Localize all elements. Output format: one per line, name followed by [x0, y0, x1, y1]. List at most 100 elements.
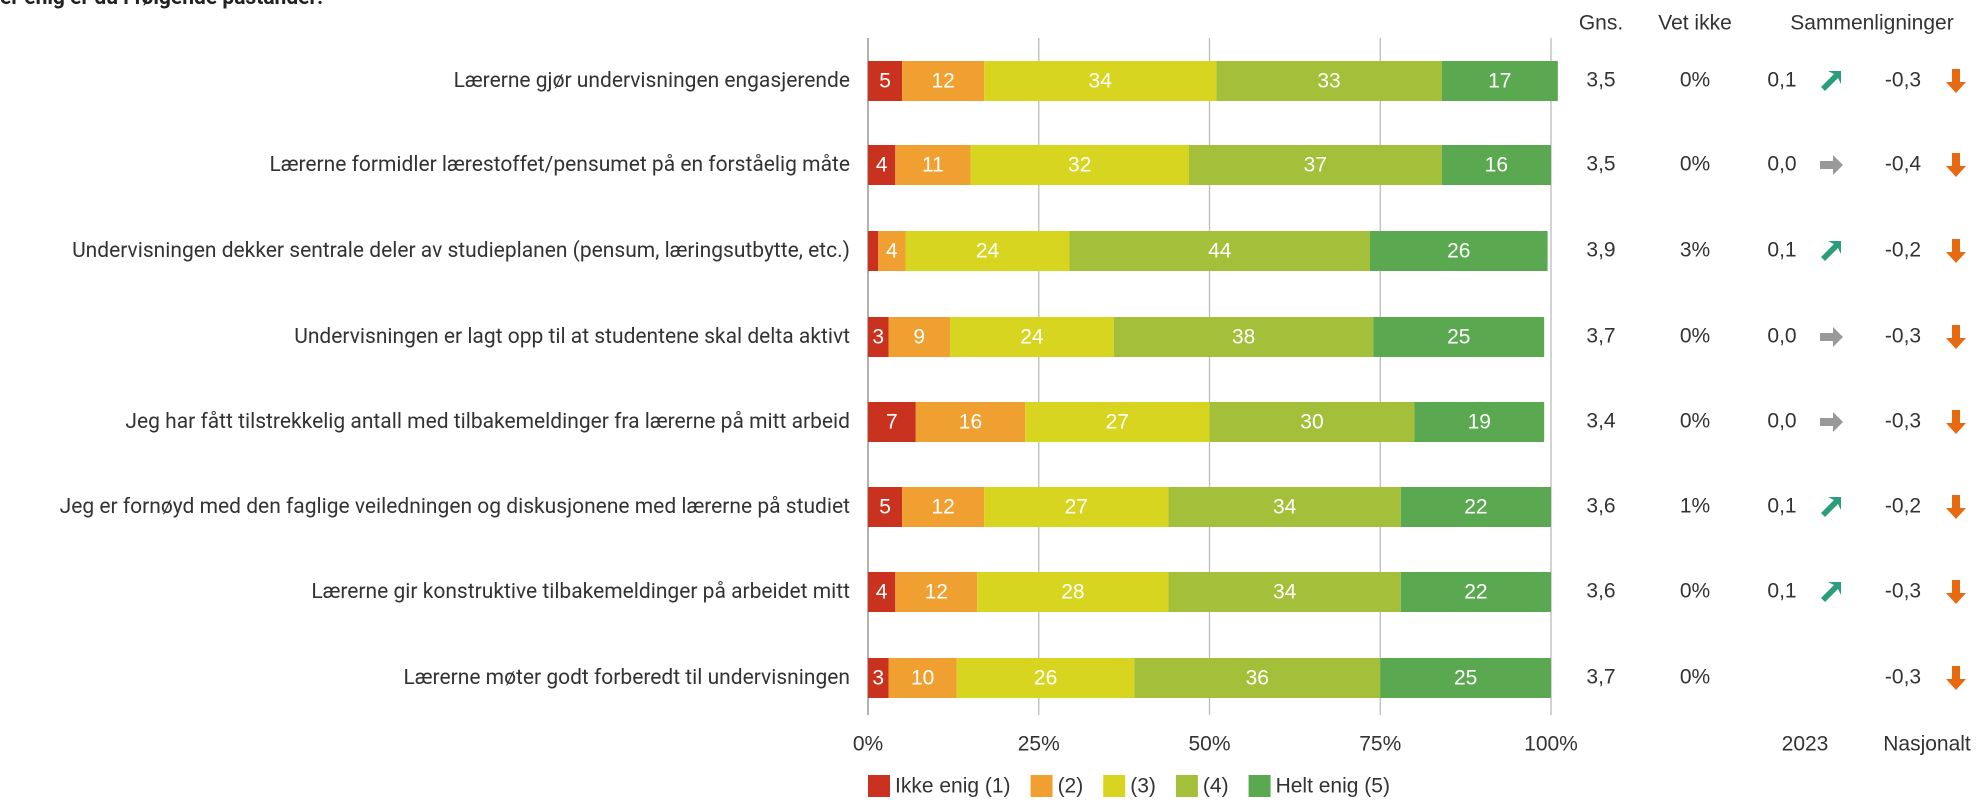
bar-segment [1216, 61, 1442, 101]
bar-segment [905, 231, 1070, 271]
trend-arrow [1820, 155, 1843, 175]
bar-segment [902, 487, 985, 527]
bar-segment [895, 145, 971, 185]
year-diff: 0,1 [1767, 69, 1796, 92]
bar-segment [1400, 487, 1551, 527]
bar-segment [1069, 231, 1371, 271]
bar-segment [868, 317, 889, 357]
year-diff: 0,0 [1767, 153, 1796, 176]
year-diff: 0,1 [1767, 239, 1796, 262]
category-label: Jeg har fått tilstrekkelig antall med ti… [125, 410, 850, 434]
data-label: 34 [1273, 496, 1297, 519]
year-diff: 0,1 [1767, 580, 1796, 603]
national-diff: -0,3 [1885, 666, 1921, 689]
data-label: 22 [1464, 496, 1487, 519]
legend-swatch [868, 775, 890, 797]
legend-swatch [1103, 775, 1126, 797]
bar-segment [956, 658, 1135, 698]
data-label: 16 [1485, 154, 1508, 177]
trend-arrow [1821, 71, 1841, 91]
data-label: 26 [1034, 667, 1057, 690]
bar-segment [895, 572, 978, 612]
mean-value: 3,5 [1586, 69, 1615, 92]
year-diff: 0,0 [1767, 410, 1796, 433]
bar-segment [984, 487, 1169, 527]
bar-segment [868, 487, 903, 527]
unknown-value: 0% [1680, 69, 1710, 92]
bar-segment [949, 317, 1114, 357]
trend-arrow [1821, 241, 1841, 261]
category-label: Lærerne formidler lærestoffet/pensumet p… [269, 153, 850, 177]
bar-segment [868, 145, 896, 185]
trend-arrow [1946, 666, 1966, 690]
x-tick-label: 0% [853, 733, 883, 756]
legend-label: (4) [1203, 775, 1229, 798]
data-label: 34 [1273, 581, 1297, 604]
trend-arrow [1946, 69, 1966, 93]
category-label: Jeg er fornøyd med den faglige veilednin… [59, 495, 850, 519]
data-label: 27 [1065, 496, 1088, 519]
legend-swatch [1030, 775, 1053, 797]
data-label: 44 [1208, 240, 1232, 263]
bar-segment [868, 61, 903, 101]
data-label: 12 [931, 70, 954, 93]
year-diff: 0,0 [1767, 325, 1796, 348]
data-label: 12 [931, 496, 954, 519]
x-tick-label: 100% [1524, 733, 1578, 756]
mean-value: 3,5 [1586, 153, 1615, 176]
unknown-value: 0% [1680, 666, 1710, 689]
trend-arrow [1946, 239, 1966, 263]
national-diff: -0,3 [1885, 69, 1921, 92]
bar-segment [977, 572, 1169, 612]
data-label: 33 [1317, 70, 1340, 93]
mean-value: 3,7 [1586, 666, 1615, 689]
trend-arrow [1946, 153, 1966, 177]
bar-segment [1189, 145, 1442, 185]
category-label: Lærerne møter godt forberedt til undervi… [403, 666, 851, 690]
bar-segment [1370, 231, 1548, 271]
trend-arrow [1946, 495, 1966, 519]
data-label: 5 [879, 70, 891, 93]
trend-arrow [1820, 412, 1843, 432]
bar-segment [1168, 572, 1401, 612]
x-tick-label: 50% [1188, 733, 1230, 756]
data-label: 11 [922, 154, 944, 177]
bar-segment [1380, 658, 1551, 698]
data-label: 37 [1304, 154, 1327, 177]
data-label: 7 [886, 411, 898, 434]
bar-segment [1400, 572, 1551, 612]
x-tick-label: 25% [1018, 733, 1060, 756]
legend-swatch [1175, 775, 1198, 797]
bar-segment [970, 145, 1190, 185]
year-diff: 0,1 [1767, 495, 1796, 518]
data-label: 12 [925, 581, 948, 604]
category-label: Lærerne gjør undervisningen engasjerende [453, 69, 850, 93]
bar-segment [915, 402, 1026, 442]
column-header: Sammenligninger [1790, 12, 1953, 35]
bar-segment [1025, 402, 1210, 442]
data-label: 25 [1447, 326, 1470, 349]
data-label: 4 [876, 154, 888, 177]
bar-segment [1209, 402, 1415, 442]
data-label: 16 [959, 411, 982, 434]
data-label: 30 [1300, 411, 1323, 434]
legend-label: Helt enig (5) [1276, 775, 1390, 798]
bar-segment [1441, 145, 1551, 185]
trend-arrow [1821, 582, 1841, 602]
data-label: 4 [876, 581, 888, 604]
bar-segment [878, 231, 906, 271]
mean-value: 3,7 [1586, 325, 1615, 348]
data-label: 10 [911, 667, 934, 690]
column-footer: 2023 [1782, 733, 1829, 756]
data-label: 24 [976, 240, 1000, 263]
unknown-value: 1% [1680, 495, 1710, 518]
data-label: 27 [1106, 411, 1129, 434]
data-label: 24 [1020, 326, 1044, 349]
unknown-value: 0% [1680, 325, 1710, 348]
bar-segment [888, 317, 950, 357]
national-diff: -0,3 [1885, 410, 1921, 433]
bar-segment [868, 402, 916, 442]
data-label: 25 [1454, 667, 1477, 690]
category-label: Lærerne gir konstruktive tilbakemeldinge… [311, 580, 850, 604]
